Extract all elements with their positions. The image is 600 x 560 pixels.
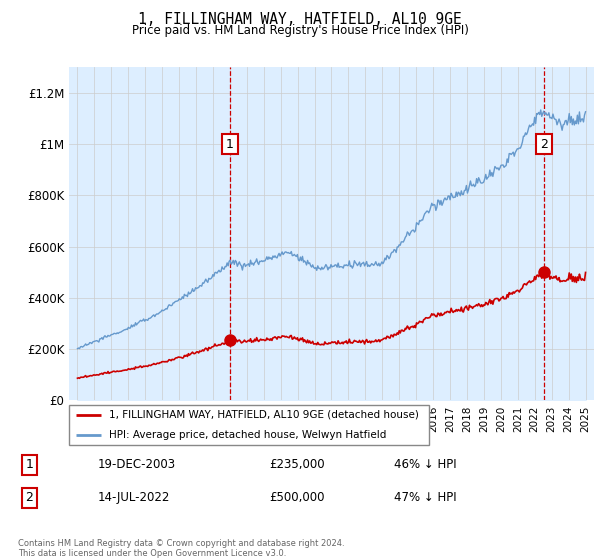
Text: 19-DEC-2003: 19-DEC-2003	[98, 459, 176, 472]
Text: 1, FILLINGHAM WAY, HATFIELD, AL10 9GE: 1, FILLINGHAM WAY, HATFIELD, AL10 9GE	[138, 12, 462, 27]
FancyBboxPatch shape	[69, 405, 429, 445]
Text: 1: 1	[226, 138, 234, 151]
Text: £235,000: £235,000	[269, 459, 325, 472]
Text: 2: 2	[540, 138, 548, 151]
Text: 14-JUL-2022: 14-JUL-2022	[98, 491, 170, 505]
Text: 2: 2	[25, 491, 34, 505]
Text: HPI: Average price, detached house, Welwyn Hatfield: HPI: Average price, detached house, Welw…	[109, 430, 386, 440]
Text: 1, FILLINGHAM WAY, HATFIELD, AL10 9GE (detached house): 1, FILLINGHAM WAY, HATFIELD, AL10 9GE (d…	[109, 410, 418, 420]
Text: Contains HM Land Registry data © Crown copyright and database right 2024.
This d: Contains HM Land Registry data © Crown c…	[18, 539, 344, 558]
Text: 47% ↓ HPI: 47% ↓ HPI	[394, 491, 457, 505]
Text: £500,000: £500,000	[269, 491, 325, 505]
Text: 46% ↓ HPI: 46% ↓ HPI	[394, 459, 457, 472]
Text: 1: 1	[25, 459, 34, 472]
Text: Price paid vs. HM Land Registry's House Price Index (HPI): Price paid vs. HM Land Registry's House …	[131, 24, 469, 36]
